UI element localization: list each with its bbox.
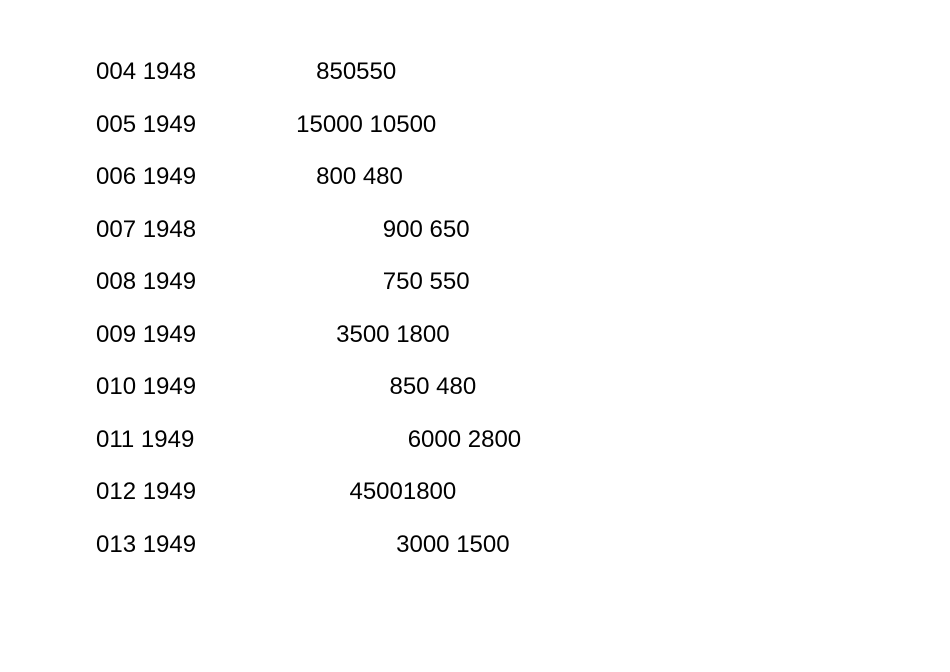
document-page: 004 1948 850550 005 1949 15000 10500 006… xyxy=(0,0,950,672)
table-row: 006 1949 800 480 xyxy=(96,165,950,189)
table-row: 004 1948 850550 xyxy=(96,60,950,84)
table-row: 005 1949 15000 10500 xyxy=(96,113,950,137)
table-row: 012 1949 45001800 xyxy=(96,480,950,504)
table-row: 011 1949 6000 2800 xyxy=(96,428,950,452)
table-row: 013 1949 3000 1500 xyxy=(96,533,950,557)
table-row: 007 1948 900 650 xyxy=(96,218,950,242)
table-row: 009 1949 3500 1800 xyxy=(96,323,950,347)
table-row: 010 1949 850 480 xyxy=(96,375,950,399)
table-row: 008 1949 750 550 xyxy=(96,270,950,294)
